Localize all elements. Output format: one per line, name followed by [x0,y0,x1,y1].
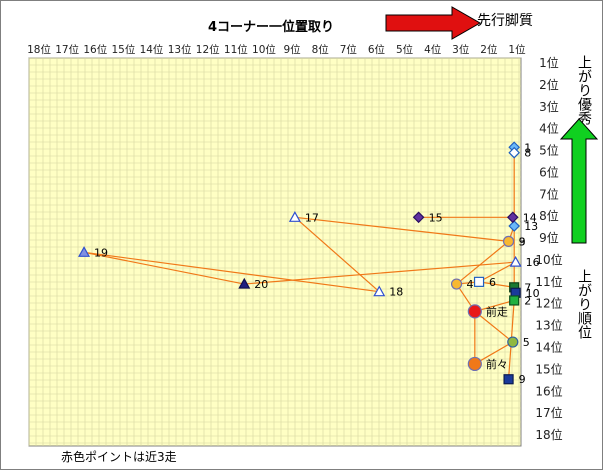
y-tick-label: 10位 [535,252,562,267]
y-tick-label: 1位 [539,55,559,70]
x-tick-label: 7位 [340,43,358,56]
y-tick-label: 15位 [535,361,562,376]
y-tick-label: 14位 [535,340,562,355]
point-label: 20 [254,278,268,291]
point-label: 14 [523,211,537,224]
connector-line [83,251,245,285]
point-label: 17 [305,211,319,224]
point-label: 10 [526,287,540,300]
data-point-diamond [508,220,521,232]
connector-line [478,261,516,283]
point-label: 19 [94,246,108,259]
y-tick-label: 11位 [535,274,562,289]
point-label: 15 [429,211,443,224]
x-tick-label: 17位 [55,43,79,56]
x-tick-label: 4位 [424,43,442,56]
side-arrow [559,118,599,244]
plot-area [28,57,522,447]
x-tick-label: 2位 [480,43,498,56]
point-label: 16 [526,256,540,269]
point-label: 9 [519,235,526,248]
x-tick-label: 14位 [140,43,164,56]
x-tick-label: 1位 [508,43,526,56]
y-tick-label: 3位 [539,99,559,114]
connector-line [294,216,509,242]
x-tick-label: 16位 [83,43,107,56]
y-tick-label: 4位 [539,121,559,136]
x-tick-label: 9位 [283,43,301,56]
x-tick-label: 11位 [224,43,248,56]
data-point-circle [502,235,515,247]
point-label: 3 [519,235,526,248]
data-point-circle [507,336,519,348]
y-tick-label: 12位 [535,296,562,311]
y-tick-label: 8位 [539,208,559,223]
data-point-triangle [509,255,522,267]
y-tick-label: 7位 [539,186,559,201]
x-tick-label: 10位 [252,43,276,56]
connector-line [478,281,515,288]
x-tick-label: 13位 [168,43,192,56]
footer-note: 赤色ポイントは近3走 [61,450,177,464]
x-tick-label: 18位 [27,43,51,56]
y-tick-label: 13位 [535,318,562,333]
point-label: 4 [467,278,474,291]
point-label: 6 [489,276,496,289]
x-tick-label: 6位 [368,43,386,56]
connector-line [83,251,380,293]
chart-title: 4コーナー一位置取り [208,19,334,35]
point-label: 1 [524,141,531,154]
connector-line [456,240,509,285]
data-point-triangle [238,277,251,289]
y-tick-label: 18位 [535,427,562,442]
top-arrow-label: 先行脚質 [477,13,533,29]
x-tick-label: 15位 [111,43,135,56]
point-label: 5 [523,336,530,349]
y-tick-label: 9位 [539,230,559,245]
y-tick-label: 5位 [539,143,559,158]
point-label: 18 [389,286,403,299]
y-tick-label: 17位 [535,405,562,420]
x-tick-label: 3位 [452,43,470,56]
data-point-diamond [412,211,425,224]
connector-line [474,310,514,343]
connector-line [294,216,380,293]
point-label: 前々 [486,357,508,371]
right-bottom-label: 上がり順位 [576,269,592,339]
top-arrow-shape [385,6,482,40]
y-tick-label: 6位 [539,164,559,179]
data-point-circle [450,278,463,290]
data-point-triangle [288,211,301,222]
data-point-circle [467,304,482,319]
data-point-diamond [508,146,521,159]
connector-line [474,341,514,365]
y-tick-label: 2位 [539,77,559,92]
data-point-circle [467,356,482,372]
x-tick-label: 8位 [312,43,330,56]
x-tick-label: 5位 [396,43,414,56]
point-label: 9 [519,373,526,386]
right-top-label: 上がり優秀 [576,55,592,126]
data-point-diamond [506,211,519,224]
point-label: 2 [524,294,531,307]
data-point-triangle [373,285,386,297]
y-tick-label: 16位 [535,383,562,398]
point-label: 7 [524,281,531,294]
data-point-square [473,276,485,287]
top-arrow [385,6,482,40]
data-point-square [503,374,514,385]
point-label: 前走 [486,304,508,318]
point-label: 13 [524,220,538,233]
x-tick-label: 12位 [196,43,220,56]
connector-line [244,261,516,285]
data-point-square [509,295,520,306]
side-arrow-shape [559,118,599,244]
point-label: 8 [524,147,531,160]
data-point-triangle [78,246,91,257]
